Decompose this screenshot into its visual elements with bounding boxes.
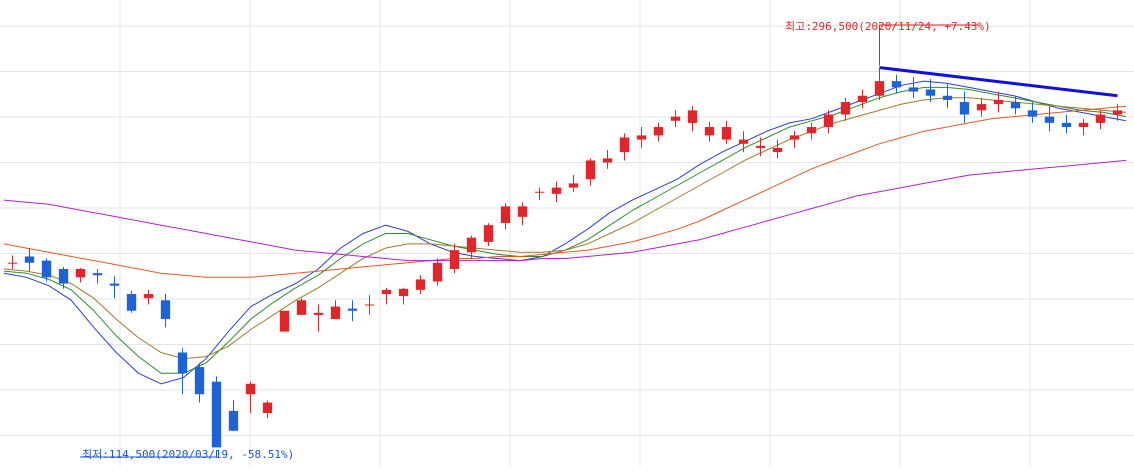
candle-body (245, 383, 256, 395)
candle-body (330, 306, 341, 320)
candle-body (143, 294, 154, 299)
candle-body (806, 127, 817, 134)
candle-body (1061, 122, 1072, 128)
moving-average-line (3, 80, 1127, 385)
candle-body (381, 289, 392, 295)
candle-body (840, 102, 851, 115)
candle-body (262, 402, 273, 413)
candle-body (874, 81, 885, 96)
candle-body (891, 81, 902, 88)
candle-body (772, 147, 783, 153)
candle-body (347, 308, 358, 311)
candle-body (466, 237, 477, 253)
moving-average-line (3, 105, 1127, 278)
candle-body (75, 268, 86, 278)
candle-body (432, 262, 443, 282)
candle-body (228, 410, 239, 431)
candle-body (738, 139, 749, 144)
candle-body (653, 127, 664, 136)
candle-body (636, 135, 647, 140)
moving-average-line (3, 86, 1127, 374)
candle-body (58, 268, 69, 284)
candle-body (279, 310, 290, 332)
trendline (879, 66, 1118, 98)
candle-body (602, 158, 613, 163)
candle-body (1044, 116, 1055, 123)
candle-body (670, 116, 681, 121)
candle-body (755, 145, 766, 148)
candle-body (1095, 114, 1106, 123)
candle-body (313, 312, 324, 315)
candle-body (109, 283, 120, 286)
candle-body (24, 256, 35, 263)
candle-body (126, 294, 137, 311)
candle-body (415, 279, 426, 290)
candle-body (908, 87, 919, 92)
candle-body (585, 160, 596, 180)
candle-body (789, 135, 800, 140)
candle-body (534, 191, 545, 193)
candle-body (177, 352, 188, 374)
candle-body (194, 367, 205, 395)
candle-body (976, 104, 987, 111)
candle-body (687, 110, 698, 123)
candle-body (721, 127, 732, 140)
candle-body (1078, 122, 1089, 128)
candle-body (1112, 110, 1123, 115)
candle-body (993, 99, 1004, 105)
candle-body (959, 102, 970, 115)
candle-body (41, 260, 52, 278)
candle-body (7, 262, 18, 264)
candle-body (483, 225, 494, 242)
candle-body (160, 300, 171, 320)
candle-body (211, 381, 222, 448)
candle-body (568, 183, 579, 188)
candle-body (500, 206, 511, 224)
candle-body (704, 127, 715, 136)
low-marker (80, 450, 217, 458)
candle-body (1027, 110, 1038, 117)
candle-body (296, 300, 307, 315)
candle-body (449, 250, 460, 269)
candle-body (517, 206, 528, 217)
candle-body (857, 95, 868, 103)
low-price-annotation: 최저:114,500(2020/03/19, -58.51%) (82, 448, 295, 461)
moving-average-line (3, 159, 1127, 262)
candle-body (1010, 102, 1021, 109)
candle-body (551, 187, 562, 194)
candle-body (942, 95, 953, 100)
candle-body (364, 304, 375, 306)
candle-body (925, 89, 936, 96)
candle-body (619, 137, 630, 153)
high-marker (879, 24, 978, 66)
candle-body (398, 288, 409, 297)
high-price-annotation: 최고:296,500(2020/11/24, +7.43%) (785, 20, 991, 33)
moving-average-line (3, 97, 1127, 360)
candle-body (823, 114, 834, 128)
candle-body (92, 273, 103, 276)
